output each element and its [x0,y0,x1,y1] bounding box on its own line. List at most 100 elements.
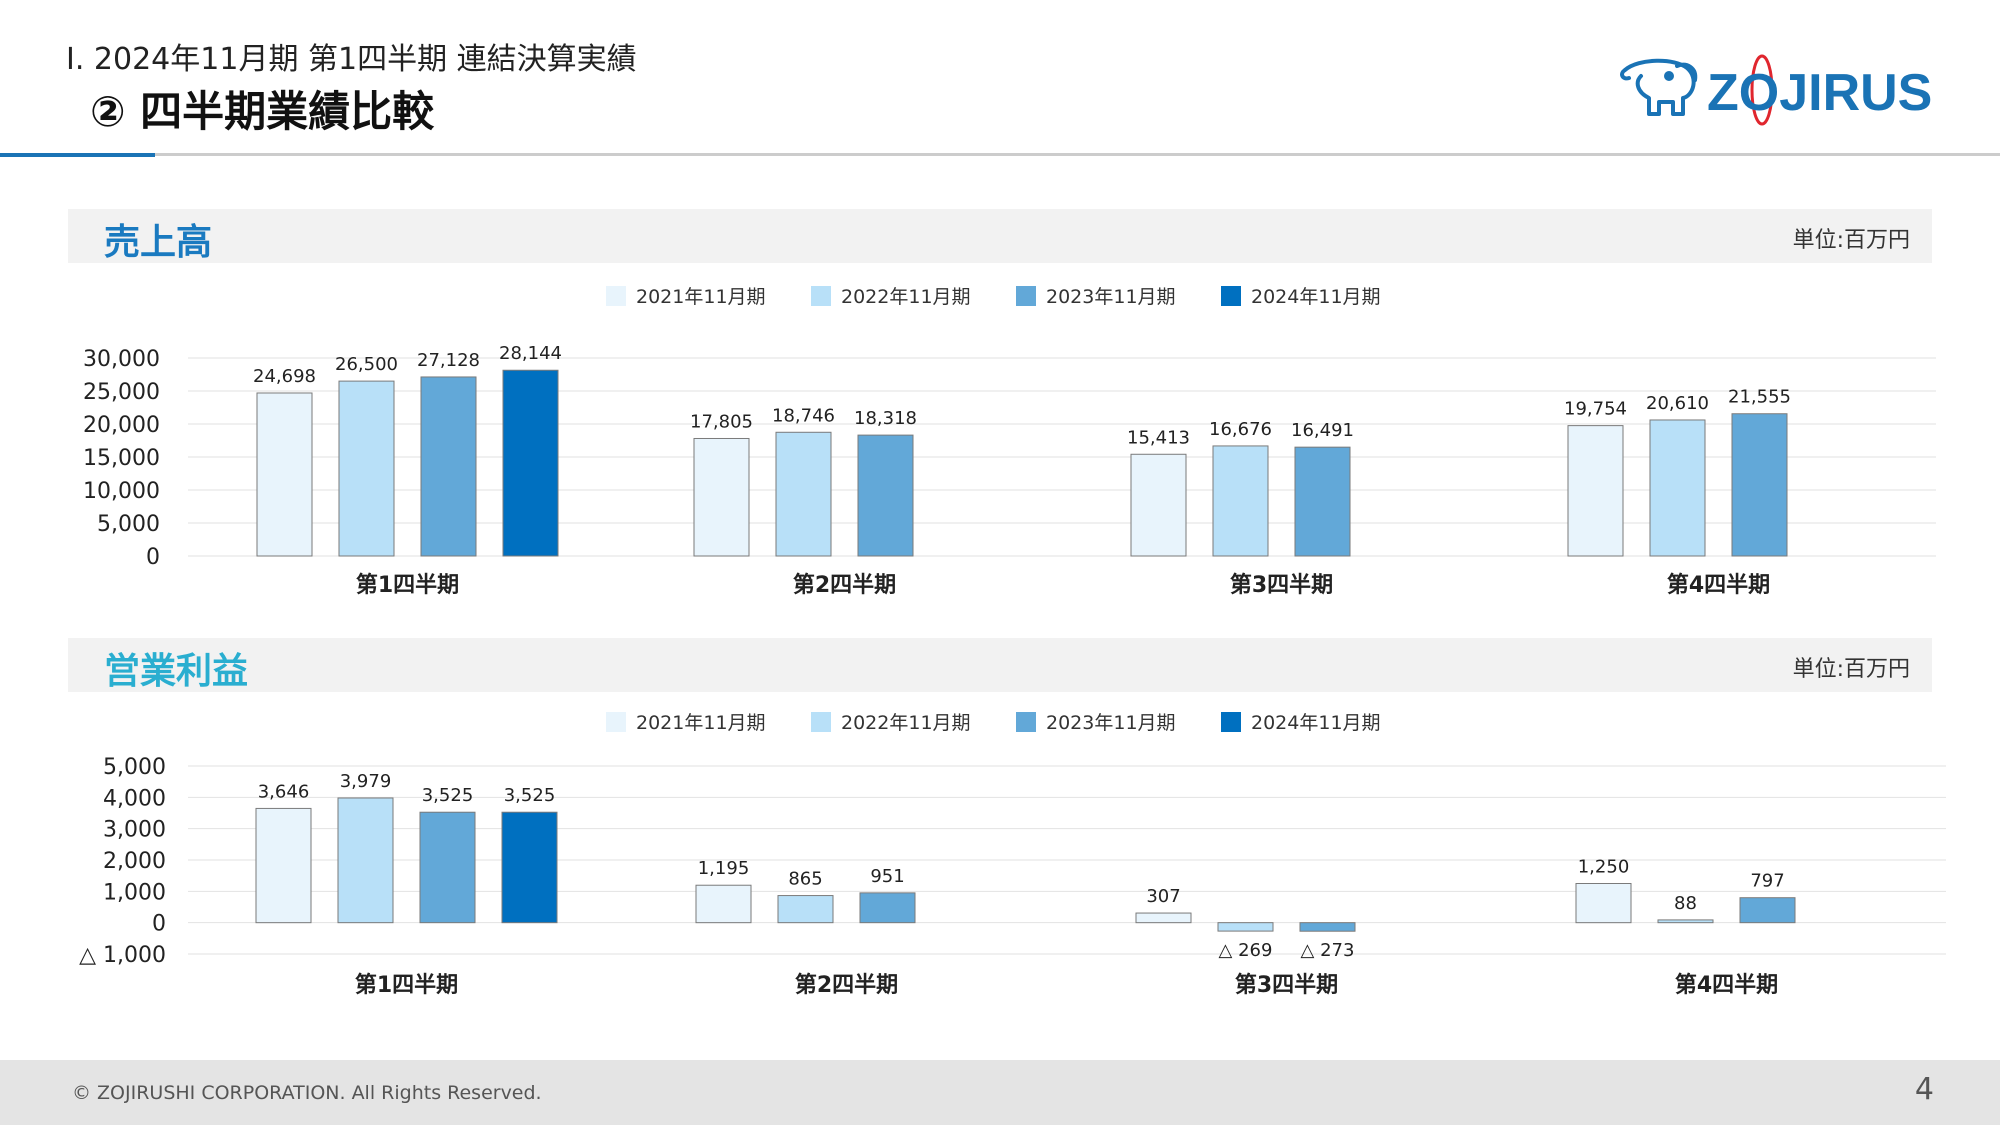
legend-swatch [606,286,626,306]
elephant-icon [1620,58,1698,116]
data-label: 3,525 [422,785,474,806]
y-tick-label: 15,000 [83,446,160,471]
bar [1657,919,1714,924]
bar [255,807,312,924]
y-tick-label: 3,000 [103,818,166,843]
data-label: 18,318 [854,408,917,429]
chart-legend: 2021年11月期 2022年11月期 2023年11月期 2024年11月期 [606,286,1381,308]
legend-swatch [1221,286,1241,306]
legend-item: 2023年11月期 [1016,286,1176,308]
company-logo: ZOJIRUSHI [1620,54,1935,126]
legend-item: 2022年11月期 [811,712,971,734]
data-label: 27,128 [417,350,480,371]
bar [693,437,750,557]
y-tick-label: 0 [146,545,160,570]
copyright-text: © ZOJIRUSHI CORPORATION. All Rights Rese… [72,1082,542,1104]
bar [1575,883,1632,924]
bar [859,892,916,924]
data-label: △ 273 [1301,940,1355,961]
header-accent-bar [0,153,155,157]
data-label: 17,805 [690,411,753,432]
category-label: 第2四半期 [795,972,898,998]
category-label: 第3四半期 [1230,572,1333,598]
legend-item: 2022年11月期 [811,286,971,308]
bar [1294,446,1351,557]
data-label: 1,195 [698,858,750,879]
bar [420,376,477,557]
legend-swatch [606,712,626,732]
legend-label: 2022年11月期 [841,286,971,308]
sales-chart: 2021年11月期 2022年11月期 2023年11月期 2024年11月期 0 5,0… [83,286,1936,598]
data-label: 24,698 [253,366,316,387]
bar [337,797,394,924]
y-tick-label: 0 [152,912,166,937]
legend-item: 2023年11月期 [1016,712,1176,734]
bar [1130,453,1187,557]
legend-label: 2021年11月期 [636,712,766,734]
y-tick-label: 5,000 [97,512,160,537]
y-tick-label: 2,000 [103,849,166,874]
legend-swatch [1016,712,1036,732]
legend-label: 2022年11月期 [841,712,971,734]
profit-section-band: 営業利益 単位:百万円 [68,638,1932,692]
data-label: 865 [788,869,822,890]
legend-item: 2021年11月期 [606,712,766,734]
y-tick-label: 30,000 [83,347,160,372]
category-label: 第1四半期 [356,572,459,598]
data-label: 307 [1146,886,1180,907]
category-label: 第1四半期 [355,972,458,998]
profit-unit-label: 単位:百万円 [1792,657,1910,682]
legend-swatch [811,712,831,732]
y-tick-label: 25,000 [83,380,160,405]
data-label: 16,491 [1291,420,1354,441]
bar [777,895,834,924]
header-divider [0,153,2000,156]
data-label: △ 269 [1219,940,1273,961]
data-label: 16,676 [1209,419,1272,440]
sales-unit-label: 単位:百万円 [1792,228,1910,253]
logo-wordmark: ZOJIRUSHI [1707,64,1935,122]
data-label: 3,646 [258,781,310,802]
data-label: 18,746 [772,405,835,426]
data-label: 15,413 [1127,427,1190,448]
logo-ring [1750,54,1774,126]
legend-label: 2024年11月期 [1251,286,1381,308]
profit-chart: 2021年11月期 2022年11月期 2023年11月期 2024年11月期 △ 1,… [79,712,1946,998]
y-tick-label: 20,000 [83,413,160,438]
category-label: 第2四半期 [793,572,896,598]
y-tick-label: △ 1,000 [79,943,166,968]
legend-item: 2024年11月期 [1221,712,1381,734]
legend-label: 2024年11月期 [1251,712,1381,734]
data-label: 21,555 [1728,387,1791,408]
bar [1212,445,1269,557]
chart-legend: 2021年11月期 2022年11月期 2023年11月期 2024年11月期 [606,712,1381,734]
data-label: 88 [1674,893,1697,914]
page-subtitle: Ⅰ. 2024年11月期 第1四半期 連結決算実績 [66,42,637,77]
bar [338,380,395,557]
profit-section-title: 営業利益 [104,651,249,692]
bar [1567,425,1624,557]
sales-section-title: 売上高 [104,222,213,263]
data-label: 26,500 [335,354,398,375]
page-number: 4 [1914,1072,1934,1107]
bar [1135,912,1192,924]
page-title: ② 四半期業績比較 [90,87,435,136]
legend-item: 2021年11月期 [606,286,766,308]
data-label: 951 [870,866,904,887]
category-label: 第4四半期 [1675,972,1778,998]
data-label: 3,525 [504,785,556,806]
footer-bar: © ZOJIRUSHI CORPORATION. All Rights Rese… [0,1060,2000,1125]
bar [1731,413,1788,557]
bar [419,811,476,924]
data-label: 28,144 [499,343,562,364]
bar [857,434,914,557]
bar [1739,897,1796,924]
bar [1649,419,1706,557]
data-label: 3,979 [340,771,392,792]
legend-swatch [811,286,831,306]
data-label: 19,754 [1564,399,1627,420]
bar [502,369,559,557]
legend-item: 2024年11月期 [1221,286,1381,308]
y-tick-label: 10,000 [83,479,160,504]
legend-swatch [1016,286,1036,306]
